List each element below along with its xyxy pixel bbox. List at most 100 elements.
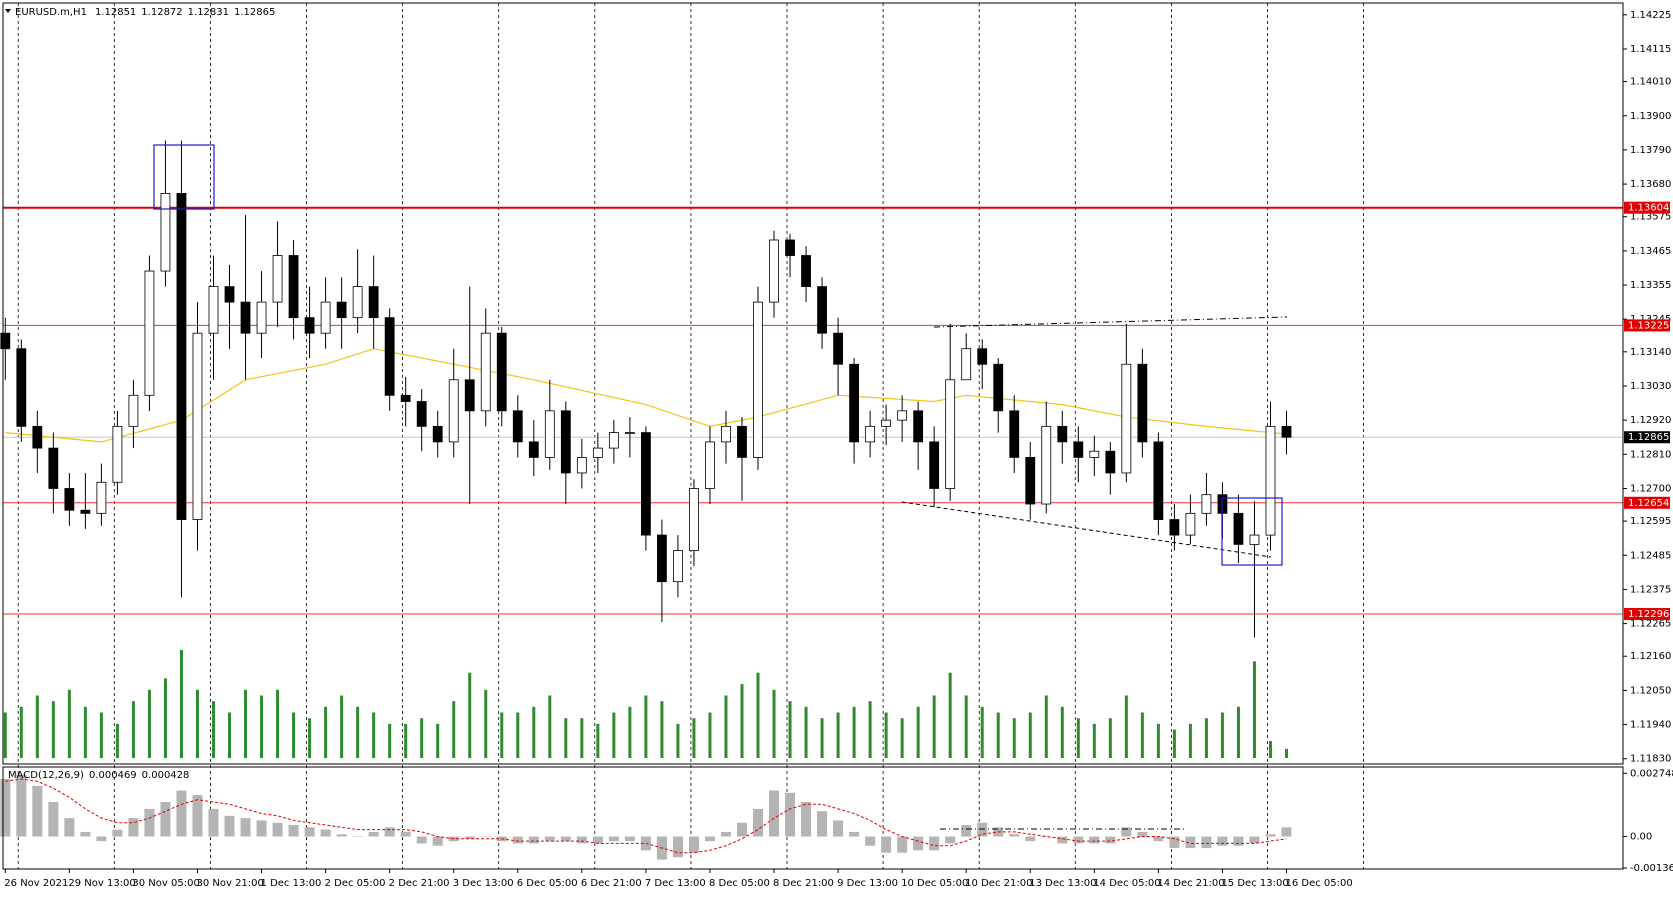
volume-bar [388,723,392,758]
candle-body [785,239,795,256]
candle-body [48,447,59,489]
volume-bar [964,695,968,758]
candle-body [1041,425,1052,505]
volume-bar [292,712,296,758]
x-tick-label: 15 Dec 13:00 [1221,878,1288,889]
x-tick-label: 6 Dec 05:00 [517,878,578,889]
candle-body [769,239,779,303]
macd-y-tick-label: 0.002748 [1630,768,1673,779]
y-tick-label: 1.11830 [1630,754,1671,765]
volume-layer [3,650,1288,758]
volume-bar [564,718,568,758]
candle-body [224,286,235,303]
candle-body [1105,450,1116,474]
price-tag [1624,607,1670,620]
macd-bar [592,836,603,844]
volume-bar [452,701,456,758]
candle-body [1057,425,1068,443]
macd-bar [400,831,411,837]
y-tick-label: 1.12700 [1630,483,1671,494]
macd-bar [48,801,59,837]
candle-body [160,193,171,272]
candle-body [240,301,251,334]
macd-bar [977,822,988,837]
volume-bar [340,695,344,758]
volume-bar [260,695,264,758]
candle-body [865,425,876,443]
price-tag [1624,431,1670,444]
macd-bar [32,785,43,837]
macd-y-tick-label: -0.001368 [1630,863,1673,874]
x-tick-label: 2 Dec 21:00 [389,878,450,889]
price-tag-label: 1.12654 [1628,498,1669,509]
volume-bar [596,723,600,758]
candle-body [1025,457,1036,505]
volume-bar [468,672,472,758]
x-tick-label: 2 Dec 05:00 [325,878,386,889]
candle-body [464,379,475,412]
candle-body [112,425,123,483]
volume-bar [131,701,135,758]
macd-bar [464,836,475,839]
y-tick-label: 1.14225 [1630,10,1671,21]
candle-body [1233,512,1244,545]
candle-body [512,410,523,443]
trend-line [901,501,1272,558]
macd-bar [1201,836,1212,849]
volume-bar [436,723,440,758]
candle-body [480,332,491,412]
candle-body [624,432,635,434]
macd-bar [336,834,347,837]
candle-body [272,255,283,303]
volume-bar [1236,706,1240,758]
menu-triangle[interactable] [5,9,11,13]
volume-bar [692,718,696,758]
volume-bar [756,672,760,758]
macd-bar [817,811,828,837]
macd-bar [1281,827,1292,837]
macd-label: MACD(12,26,9) [8,770,84,781]
volume-bar [1172,729,1176,758]
y-tick-label: 1.13140 [1630,347,1671,358]
x-tick-label: 30 Nov 21:00 [196,878,263,889]
candle-body [657,534,667,583]
volume-bar [1076,718,1080,758]
candle-body [753,301,763,458]
candle-body [1121,363,1132,474]
x-tick-label: 26 Nov 2021 [4,878,68,889]
volume-bar [179,650,183,758]
macd-bar [624,836,635,842]
candle-body [673,550,683,583]
macd-bar [160,801,171,837]
candle-body [1185,512,1196,536]
x-tick-label: 8 Dec 21:00 [773,878,834,889]
macd-bar [1169,836,1180,849]
price-tag [1624,201,1670,214]
candle-body [945,379,956,489]
macd-bar [1233,836,1244,846]
macd-bar [112,829,123,837]
macd-bar [720,831,731,837]
x-tick-label: 10 Dec 21:00 [965,878,1032,889]
candle-body [576,457,587,474]
macd-bar [1153,836,1164,842]
candle-body [1169,519,1180,536]
macd-bar [432,836,443,846]
macd-bar [785,792,796,837]
candle-body [1153,441,1164,520]
candle-body [528,441,539,458]
levels-layer [3,206,1623,615]
volume-bar [1012,718,1016,758]
volume-bar [532,706,536,758]
candle-body [128,394,139,427]
candle-body [929,441,940,489]
macd-bar [192,795,203,837]
volume-bar [147,689,151,758]
macd-bar [480,836,491,838]
volume-bar [1285,748,1288,758]
macd-bar [753,808,764,837]
candle-body [288,255,299,319]
volume-bar [1060,706,1064,758]
